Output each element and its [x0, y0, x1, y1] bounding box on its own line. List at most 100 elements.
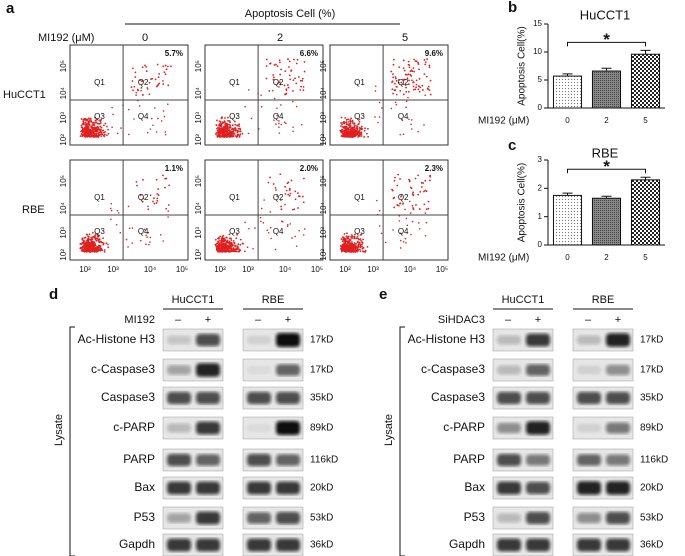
- quadrant-label: Q1: [354, 193, 365, 202]
- event: [411, 128, 413, 130]
- quadrant-label: Q4: [138, 112, 149, 121]
- quadrant-label: Q3: [229, 112, 240, 121]
- event: [359, 238, 362, 240]
- event: [275, 123, 277, 125]
- event: [424, 179, 427, 182]
- event: [156, 193, 159, 195]
- event: [232, 132, 235, 135]
- event: [158, 73, 161, 75]
- event: [359, 244, 362, 246]
- panel-letter: b: [508, 0, 517, 16]
- blot-band: [497, 365, 521, 375]
- event: [92, 136, 95, 138]
- blot-band: [577, 454, 601, 466]
- blot-band: [247, 335, 271, 345]
- event: [230, 239, 233, 241]
- chart-title: HuCCT1: [580, 7, 631, 22]
- event: [269, 176, 271, 179]
- event: [135, 91, 138, 94]
- event: [348, 240, 350, 242]
- event: [350, 128, 353, 131]
- event: [165, 207, 168, 210]
- event: [279, 83, 282, 86]
- event: [353, 242, 356, 245]
- event: [270, 237, 272, 240]
- event: [351, 249, 354, 252]
- event: [225, 249, 227, 252]
- event: [358, 118, 361, 121]
- event: [405, 106, 407, 109]
- cell-line-header: HuCCT1: [502, 294, 545, 306]
- event: [105, 242, 108, 245]
- event: [79, 242, 82, 245]
- event: [155, 178, 158, 181]
- event: [304, 228, 306, 230]
- event: [351, 120, 354, 123]
- event: [361, 243, 363, 246]
- event: [236, 135, 238, 138]
- event: [392, 58, 395, 61]
- event: [274, 248, 277, 251]
- event: [390, 70, 393, 73]
- quadrant-label: Q2: [138, 193, 149, 202]
- event: [116, 132, 119, 135]
- event: [154, 107, 156, 109]
- event: [415, 204, 417, 206]
- blot-band: [606, 511, 630, 525]
- event: [399, 202, 401, 205]
- event: [350, 248, 353, 251]
- event: [132, 67, 134, 70]
- blot-band: [247, 538, 271, 552]
- event: [102, 242, 105, 245]
- event: [100, 126, 103, 129]
- event: [289, 78, 292, 81]
- protein-size: 35kD: [310, 393, 333, 404]
- event: [89, 243, 92, 246]
- condition: –: [175, 314, 182, 326]
- event: [93, 122, 96, 124]
- event: [150, 117, 153, 120]
- event: [288, 66, 290, 68]
- event: [221, 237, 224, 240]
- event: [402, 203, 404, 205]
- event: [354, 130, 357, 133]
- cell-line-header: RBE: [262, 294, 285, 306]
- event: [405, 241, 407, 244]
- event: [394, 101, 397, 104]
- event: [359, 132, 362, 134]
- event: [303, 70, 306, 73]
- event: [225, 131, 228, 134]
- quadrant-label: Q1: [94, 193, 105, 202]
- event: [266, 229, 269, 232]
- event: [357, 135, 360, 138]
- event: [347, 235, 350, 238]
- event: [356, 235, 359, 238]
- event: [273, 119, 275, 121]
- chart-title: RBE: [592, 145, 619, 160]
- x-tick-label: 10³: [242, 265, 254, 274]
- event: [423, 203, 426, 206]
- event: [92, 131, 95, 134]
- event: [400, 81, 403, 84]
- event: [421, 89, 424, 91]
- fraction-label: Lysate: [383, 414, 395, 446]
- event: [145, 70, 148, 73]
- event: [250, 117, 253, 120]
- event: [148, 93, 151, 96]
- event: [299, 79, 302, 82]
- event: [347, 237, 350, 240]
- event: [287, 224, 289, 226]
- event: [84, 119, 87, 121]
- event: [343, 135, 346, 138]
- event: [219, 249, 222, 252]
- event: [346, 135, 349, 138]
- event: [168, 184, 171, 187]
- event: [412, 207, 414, 209]
- event: [247, 132, 250, 135]
- quadrant-label: Q3: [94, 227, 105, 236]
- event: [157, 188, 160, 190]
- event: [350, 235, 352, 238]
- event: [93, 124, 96, 126]
- event: [348, 126, 351, 129]
- event: [92, 245, 95, 247]
